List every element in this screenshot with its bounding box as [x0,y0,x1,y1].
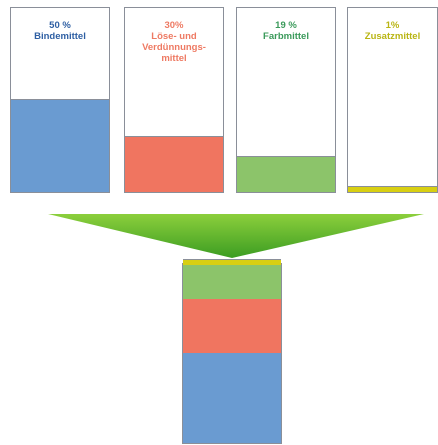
name-additive: Zusatzmittel [364,31,421,42]
percent-solvent: 30% [164,20,184,31]
label-binder: 50 % Bindemittel [11,20,109,42]
name-solvent-line1: Löse- und [151,31,197,42]
stack-segment-solvent [183,298,281,353]
percent-additive: 1% [385,20,400,31]
mixture-stack [182,259,282,444]
name-solvent-line3: mittel [161,53,187,64]
stack-segment-additive [183,259,281,265]
fill-binder [11,99,109,192]
percent-pigment: 19 % [275,20,297,31]
funnel-shape [48,214,424,258]
fill-pigment [237,156,335,192]
stack-segment-pigment [183,264,281,299]
jar-additive: 1% Zusatzmittel [347,7,438,193]
jar-solvent: 30% Löse- und Verdünnungs- mittel [124,7,224,193]
percent-binder: 50 % [49,20,71,31]
jar-pigment: 19 % Farbmittel [236,7,336,193]
fill-additive [348,186,437,192]
stack-segment-binder [183,352,281,443]
label-pigment: 19 % Farbmittel [237,20,335,42]
name-solvent-line2: Verdünnungs- [142,42,206,53]
label-solvent: 30% Löse- und Verdünnungs- mittel [125,20,223,64]
fill-solvent [125,136,223,192]
name-binder: Bindemittel [34,31,86,42]
jar-binder: 50 % Bindemittel [10,7,110,193]
name-pigment: Farbmittel [263,31,309,42]
label-additive: 1% Zusatzmittel [348,20,437,42]
